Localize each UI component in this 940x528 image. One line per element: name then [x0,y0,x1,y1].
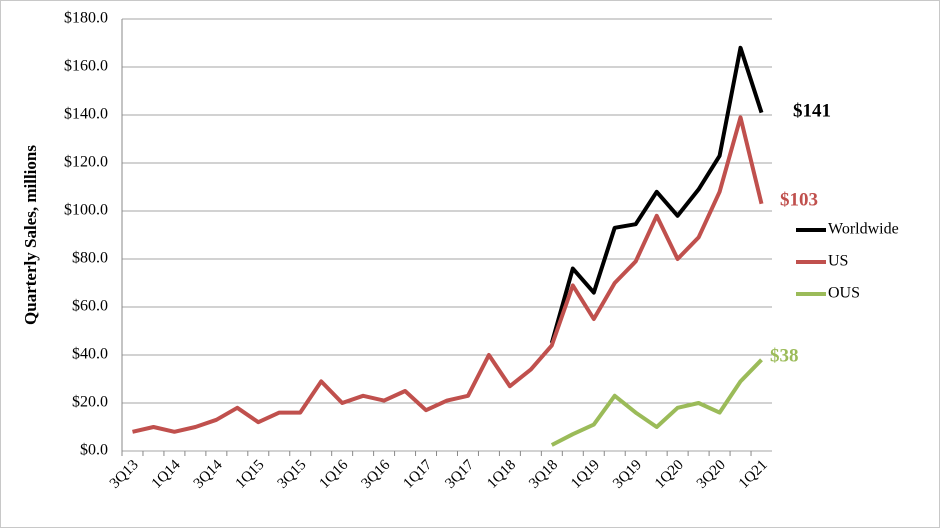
y-tick-label: $60.0 [72,298,108,315]
y-tick-label: $80.0 [72,250,108,267]
legend-label: OUS [828,285,860,302]
end-label: $38 [770,345,799,366]
y-tick-label: $180.0 [64,10,108,27]
end-label: $141 [793,100,831,121]
y-axis-label: Quarterly Sales, millions [21,145,40,325]
legend-label: US [828,253,848,270]
y-tick-label: $20.0 [72,394,108,411]
y-tick-label: $100.0 [64,202,108,219]
y-tick-label: $40.0 [72,346,108,363]
y-tick-label: $120.0 [64,154,108,171]
series-line [550,358,763,447]
series-line [549,45,764,344]
y-tick-label: $160.0 [64,58,108,75]
y-tick-label: $140.0 [64,106,108,123]
end-label: $103 [780,189,818,210]
y-tick-label: $0.0 [80,442,108,459]
series-line [132,115,764,434]
legend-label: Worldwide [828,221,899,238]
